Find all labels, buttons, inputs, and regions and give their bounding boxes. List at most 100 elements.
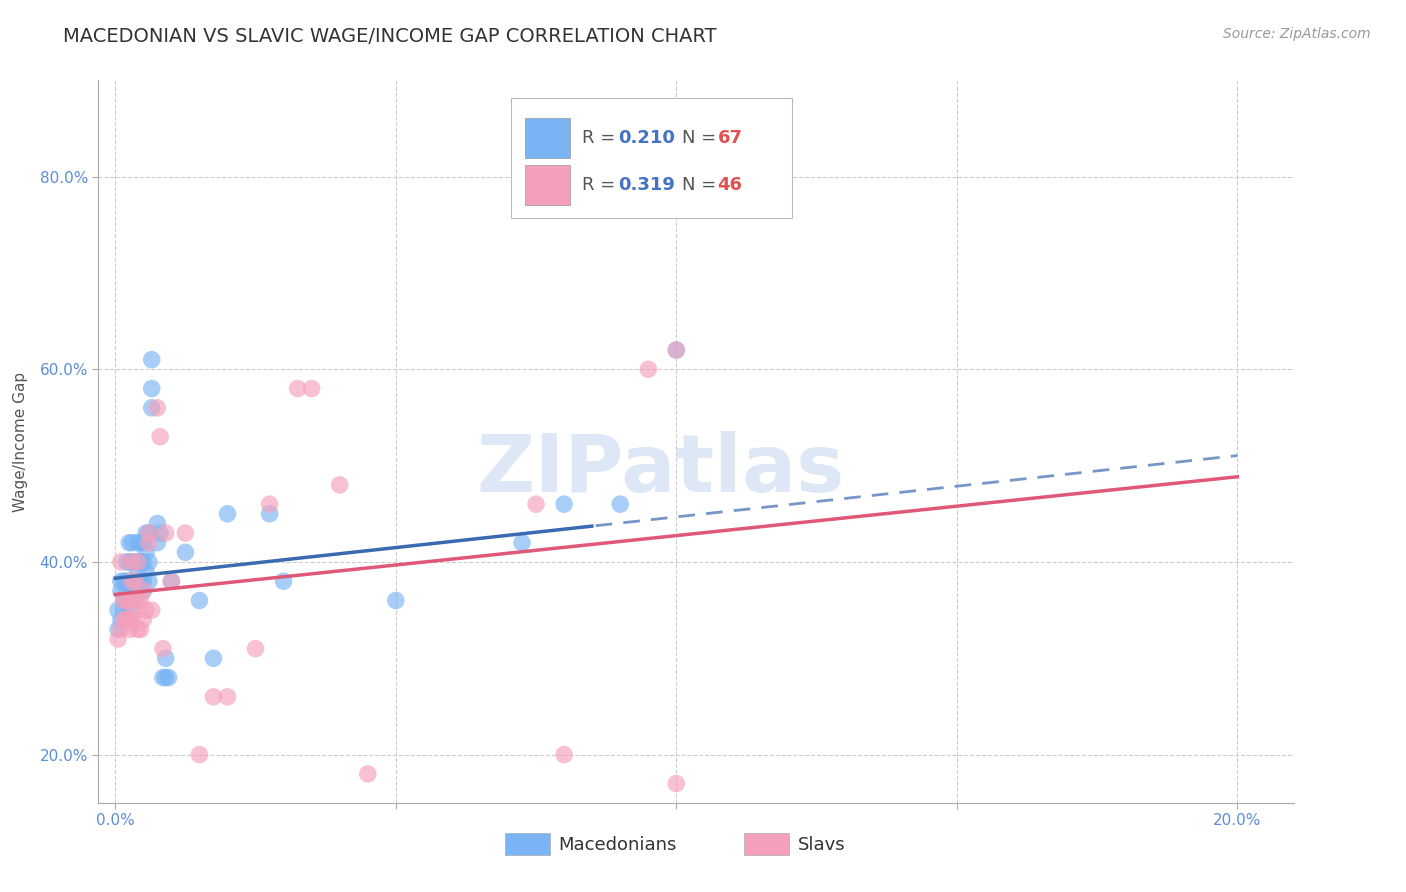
- Point: [132, 613, 155, 627]
- Point: [124, 593, 146, 607]
- Point: [217, 507, 239, 521]
- Point: [146, 516, 169, 531]
- Point: [118, 603, 141, 617]
- Point: [141, 352, 163, 367]
- Point: [118, 613, 141, 627]
- Point: [115, 555, 138, 569]
- Point: [160, 574, 183, 589]
- Point: [160, 574, 183, 589]
- Point: [146, 535, 169, 549]
- Point: [127, 623, 149, 637]
- Point: [118, 555, 141, 569]
- Point: [132, 583, 155, 598]
- FancyBboxPatch shape: [524, 165, 571, 205]
- Point: [115, 593, 138, 607]
- Point: [121, 555, 143, 569]
- Point: [135, 545, 157, 559]
- Point: [665, 343, 688, 357]
- Point: [124, 555, 146, 569]
- Point: [188, 747, 211, 762]
- Point: [524, 497, 547, 511]
- Text: Slavs: Slavs: [797, 836, 845, 854]
- Point: [259, 507, 281, 521]
- Point: [127, 565, 149, 579]
- Point: [107, 603, 129, 617]
- FancyBboxPatch shape: [744, 833, 789, 855]
- Point: [637, 362, 659, 376]
- Point: [157, 671, 180, 685]
- Point: [273, 574, 295, 589]
- Text: ZIPatlas: ZIPatlas: [477, 432, 844, 509]
- Point: [385, 593, 408, 607]
- Point: [138, 526, 160, 541]
- Point: [287, 382, 309, 396]
- Point: [124, 574, 146, 589]
- Point: [138, 574, 160, 589]
- FancyBboxPatch shape: [505, 833, 550, 855]
- Point: [115, 574, 138, 589]
- Point: [132, 574, 155, 589]
- Text: N =: N =: [682, 176, 721, 194]
- Point: [112, 593, 135, 607]
- Point: [202, 690, 225, 704]
- Point: [510, 535, 533, 549]
- Text: 0.210: 0.210: [619, 129, 675, 147]
- Point: [665, 776, 688, 790]
- Point: [329, 478, 352, 492]
- Text: 67: 67: [717, 129, 742, 147]
- FancyBboxPatch shape: [524, 119, 571, 158]
- Point: [155, 651, 177, 665]
- Point: [118, 593, 141, 607]
- Point: [127, 555, 149, 569]
- Point: [121, 583, 143, 598]
- Point: [129, 555, 152, 569]
- Point: [121, 535, 143, 549]
- FancyBboxPatch shape: [510, 98, 792, 218]
- Point: [115, 593, 138, 607]
- Point: [112, 574, 135, 589]
- Text: N =: N =: [682, 129, 721, 147]
- Point: [301, 382, 323, 396]
- Point: [107, 632, 129, 646]
- Point: [132, 555, 155, 569]
- Point: [245, 641, 267, 656]
- Point: [149, 526, 172, 541]
- Point: [110, 613, 132, 627]
- Point: [132, 535, 155, 549]
- Point: [110, 574, 132, 589]
- Point: [121, 613, 143, 627]
- Point: [124, 583, 146, 598]
- Point: [127, 535, 149, 549]
- Point: [138, 555, 160, 569]
- Point: [110, 583, 132, 598]
- Point: [129, 535, 152, 549]
- Point: [553, 747, 575, 762]
- Point: [357, 767, 380, 781]
- Point: [129, 593, 152, 607]
- Point: [112, 613, 135, 627]
- Point: [155, 671, 177, 685]
- Point: [149, 430, 172, 444]
- Point: [129, 574, 152, 589]
- Point: [118, 593, 141, 607]
- Point: [174, 545, 197, 559]
- Text: R =: R =: [582, 129, 621, 147]
- Point: [107, 623, 129, 637]
- Point: [553, 497, 575, 511]
- Point: [665, 343, 688, 357]
- Point: [135, 526, 157, 541]
- Point: [121, 574, 143, 589]
- Point: [135, 603, 157, 617]
- Point: [155, 526, 177, 541]
- Point: [141, 603, 163, 617]
- Text: Source: ZipAtlas.com: Source: ZipAtlas.com: [1223, 27, 1371, 41]
- Point: [121, 574, 143, 589]
- Point: [110, 623, 132, 637]
- Point: [132, 583, 155, 598]
- Point: [124, 603, 146, 617]
- Point: [152, 641, 174, 656]
- Point: [174, 526, 197, 541]
- Text: MACEDONIAN VS SLAVIC WAGE/INCOME GAP CORRELATION CHART: MACEDONIAN VS SLAVIC WAGE/INCOME GAP COR…: [63, 27, 717, 45]
- Point: [118, 535, 141, 549]
- Point: [127, 555, 149, 569]
